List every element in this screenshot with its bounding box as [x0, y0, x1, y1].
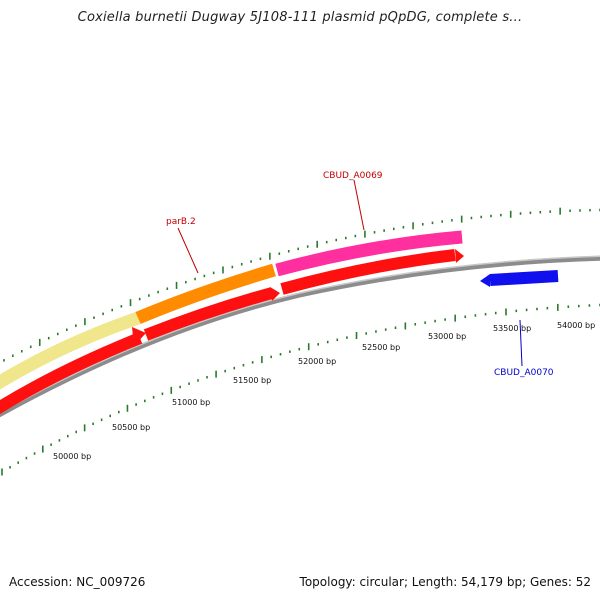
- label-line-CBUD_A0069: [353, 179, 365, 231]
- gene-arrow-red-3: [455, 249, 464, 263]
- map-title: Coxiella burnetii Dugway 5J108-111 plasm…: [77, 10, 523, 25]
- gene-arrow-blue: [480, 274, 490, 287]
- tick-label: 52500 bp: [362, 343, 400, 352]
- gene-feature-yellow[interactable]: [0, 311, 141, 390]
- inner-tick-ring: [1, 303, 600, 476]
- gene-feature-red-3[interactable]: [280, 249, 456, 295]
- gene-feature-CBUD_A0069[interactable]: [275, 230, 463, 277]
- accession-text: Accession: NC_009726: [9, 575, 146, 589]
- gene-feature-red-2[interactable]: [143, 287, 274, 341]
- tick-label: 52000 bp: [298, 357, 336, 366]
- outer-tick-ring: [3, 207, 600, 362]
- gene-arrow-red-1: [132, 327, 146, 346]
- tick-label: 50000 bp: [53, 452, 91, 461]
- summary-text: Topology: circular; Length: 54,179 bp; G…: [299, 575, 591, 589]
- gene-label-CBUD_A0070: CBUD_A0070: [494, 368, 554, 378]
- gene-feature-CBUD_A0070[interactable]: [489, 270, 559, 286]
- tick-label: 51500 bp: [233, 376, 271, 385]
- gene-arrow-red-2: [270, 287, 280, 301]
- label-line-parB2: [177, 227, 199, 274]
- tick-label: 53000 bp: [428, 332, 466, 341]
- tick-label: 54000 bp: [557, 321, 595, 330]
- gene-label-parB2: parB.2: [166, 217, 196, 227]
- gene-feature-parB2[interactable]: [135, 263, 276, 324]
- backbone-arc: [0, 255, 600, 418]
- label-line-CBUD_A0070: [519, 319, 523, 367]
- gene-feature-red-1[interactable]: [0, 332, 143, 414]
- tick-label: 50500 bp: [112, 423, 150, 432]
- tick-label: 51000 bp: [172, 398, 210, 407]
- tick-label: 53500 bp: [493, 324, 531, 333]
- gene-label-CBUD_A0069: CBUD_A0069: [323, 171, 383, 181]
